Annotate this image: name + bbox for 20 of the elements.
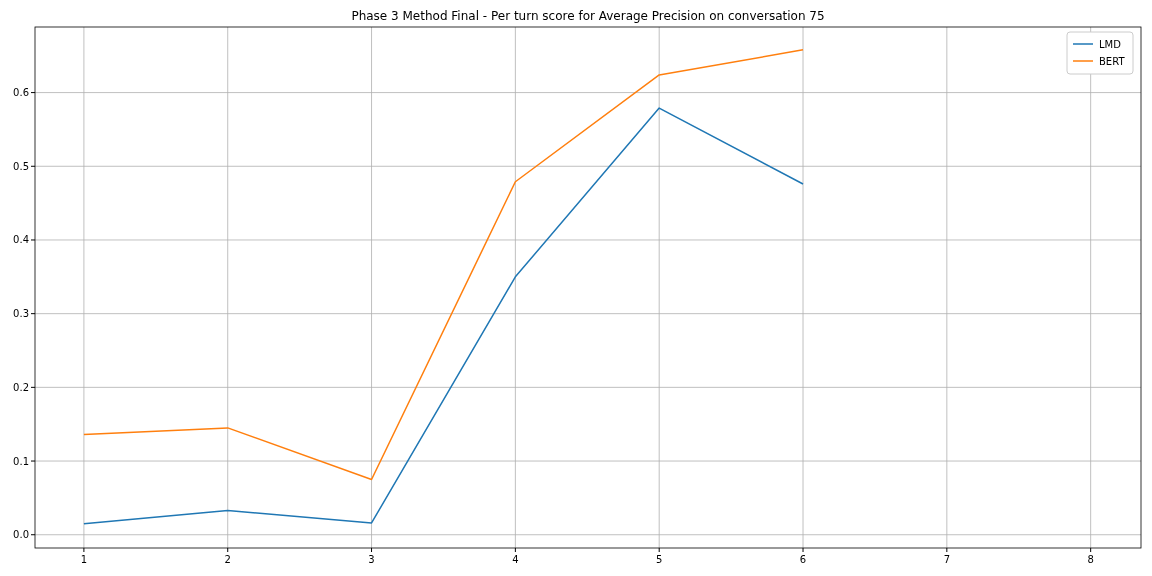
x-tick-label: 4 (512, 554, 519, 565)
y-tick-label: 0.3 (13, 308, 29, 320)
x-tick-label: 1 (80, 554, 88, 565)
x-tick-label: 3 (368, 554, 375, 565)
legend-label: BERT (1099, 56, 1126, 67)
chart-title: Phase 3 Method Final - Per turn score for Average Precision on conversation 75 (351, 9, 825, 23)
y-tick-label: 0.4 (13, 234, 29, 246)
x-tick-label: 5 (656, 554, 663, 565)
x-tick-label: 2 (224, 554, 231, 565)
x-tick-label: 8 (1087, 554, 1094, 565)
y-tick-label: 0.0 (13, 529, 29, 541)
y-tick-label: 0.5 (13, 160, 29, 172)
y-tick-label: 0.6 (13, 87, 29, 99)
x-tick-label: 6 (799, 554, 807, 565)
y-tick-label: 0.2 (13, 381, 29, 393)
y-tick-label: 0.1 (13, 455, 29, 467)
line-series (83, 49, 804, 481)
line-series (83, 107, 804, 525)
legend-label: LMD (1099, 39, 1122, 50)
x-tick-label: 7 (943, 554, 951, 565)
